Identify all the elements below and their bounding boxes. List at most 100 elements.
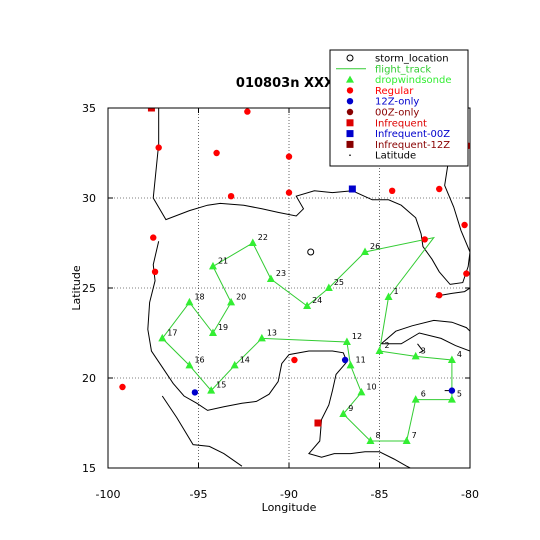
dropwindsondes: 123 4567891011121314151617181920212223242… (158, 233, 462, 444)
dropwindsonde-label: 10 (366, 382, 376, 391)
coast-segment (380, 319, 470, 345)
coast-segment (161, 395, 243, 467)
station-regular (227, 193, 235, 200)
coast-segment (381, 332, 470, 352)
dropwindsonde-marker (266, 274, 275, 282)
dropwindsonde-marker (207, 386, 216, 394)
station-regular (244, 108, 251, 115)
coast-segment (152, 108, 470, 285)
dropwindsonde-label: 23 (276, 269, 286, 278)
station-regular (463, 270, 470, 277)
x-tick-label: -95 (190, 488, 208, 501)
station-12z-only (448, 387, 456, 394)
dropwindsonde-marker (361, 247, 370, 255)
dropwindsonde-label: 20 (236, 292, 246, 301)
coast-segment (147, 241, 411, 468)
station-regular (285, 189, 293, 196)
station-regular (291, 356, 298, 364)
legend-label: flight_track (375, 64, 431, 75)
dropwindsonde-marker (384, 292, 393, 300)
dropwindsonde-label: 12 (352, 332, 362, 341)
dropwindsonde-label: 16 (194, 355, 204, 364)
dropwindsonde-marker (411, 351, 420, 360)
dropwindsonde-label: 11 (356, 355, 366, 364)
station-infrequent-00z (348, 185, 356, 193)
dropwindsonde-marker (346, 360, 355, 369)
coast-segment (417, 343, 424, 354)
legend-label: 00Z-only (375, 108, 419, 119)
station-regular (285, 153, 293, 160)
station-regular (421, 236, 428, 243)
storm-location-marker (307, 248, 315, 256)
dropwindsonde-marker (208, 328, 217, 336)
flight-track-line (161, 236, 453, 442)
dropwindsonde-label: 9 (348, 404, 353, 413)
station-regular (145, 90, 151, 96)
station-regular (213, 149, 220, 157)
dropwindsonde-marker (230, 360, 239, 369)
dropwindsonde-marker (248, 238, 257, 246)
chart-title: 010803n XXXX (235, 76, 345, 91)
dropwindsonde-label: 21 (218, 256, 228, 265)
legend-label: Infrequent (375, 118, 427, 129)
station-regular (388, 187, 396, 194)
dropwindsonde-label: 19 (218, 323, 228, 332)
station-regular (436, 185, 443, 193)
dropwindsonde-marker (339, 409, 348, 417)
station-12z-only (341, 356, 349, 364)
dropwindsonde-marker (158, 333, 167, 342)
legend-label: storm_location (375, 54, 449, 65)
legend-marker (346, 140, 354, 148)
dropwindsonde-label: 1 (394, 287, 399, 296)
dropwindsonde-marker (208, 261, 217, 270)
dropwindsonde-label: 7 (412, 431, 417, 440)
legend-label: Latitude (375, 151, 416, 162)
y-axis-label: Latitude (70, 265, 83, 311)
x-axis-label: Longitude (262, 501, 317, 514)
station-regular (155, 144, 162, 151)
y-tick-label: 30 (82, 192, 96, 205)
legend-marker (346, 98, 354, 105)
dropwindsonde-label: 26 (370, 242, 380, 251)
dropwindsonde-label: 8 (375, 431, 380, 440)
legend: storm_locationflight_trackdropwindsondeR… (329, 49, 469, 167)
dropwindsonde-label: 2 (385, 341, 390, 350)
axes: -100 -95 -90 -85 -801520253035LongitudeLatit… (70, 102, 479, 514)
legend-marker (346, 119, 354, 127)
dropwindsonde-marker (324, 283, 333, 291)
station-regular (461, 221, 468, 229)
dropwindsonde-marker (185, 297, 194, 306)
x-tick-label: -100 (96, 488, 121, 501)
station-regular (119, 383, 126, 391)
legend-marker (346, 54, 354, 62)
dropwindsonde-label: 15 (216, 381, 226, 390)
legend-label: Regular (375, 86, 414, 97)
legend-label: Infrequent-12Z (375, 140, 450, 151)
x-tick-label: -85 (371, 488, 389, 501)
station-infrequent (147, 108, 155, 112)
x-tick-label: -80 (461, 488, 479, 501)
stations (119, 90, 470, 427)
y-tick-label: 25 (82, 282, 96, 295)
station-regular (150, 234, 157, 241)
dropwindsonde-marker (185, 360, 194, 369)
station-regular (151, 268, 159, 275)
legend-marker (346, 87, 354, 94)
dropwindsonde-marker (227, 297, 236, 306)
dropwindsonde-label: 25 (334, 278, 344, 287)
legend-marker (346, 75, 354, 83)
station-regular (436, 292, 443, 299)
flight-track (161, 236, 453, 442)
dropwindsonde-marker (366, 436, 375, 444)
dropwindsonde-marker (303, 301, 312, 309)
dropwindsonde-label: 13 (267, 328, 277, 337)
station-infrequent (314, 419, 322, 427)
dropwindsonde-marker (257, 333, 266, 342)
dropwindsonde-label: 22 (258, 233, 268, 242)
dropwindsonde-marker (447, 355, 456, 363)
legend-marker (346, 108, 354, 116)
y-tick-label: 15 (82, 462, 96, 475)
dropwindsonde-label: 5 (457, 390, 462, 399)
dropwindsonde-label: 24 (312, 296, 322, 305)
